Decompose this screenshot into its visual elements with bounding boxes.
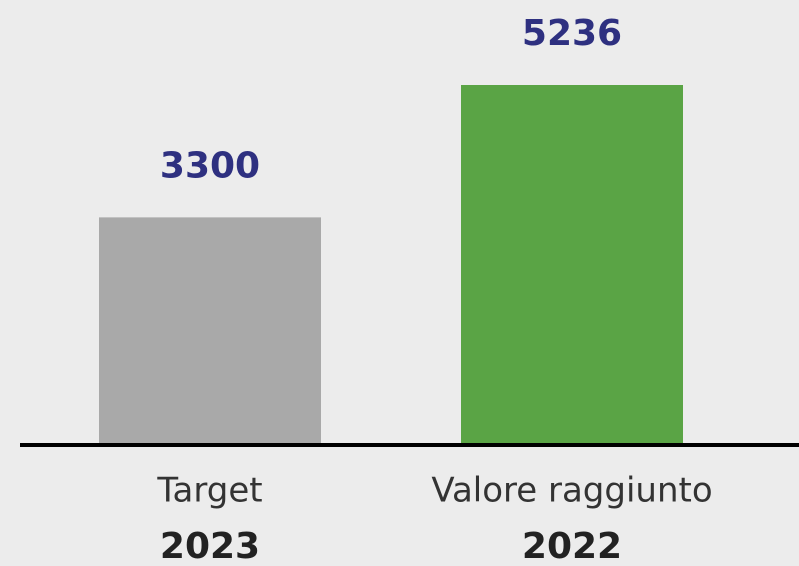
category-sublabel: 2023 [160,526,260,566]
category-label: Target [156,471,262,511]
bar [461,85,683,443]
bar [99,217,321,443]
category-sublabel: 2022 [522,526,622,566]
category-label: Valore raggiunto [431,471,712,511]
value-label: 5236 [522,13,622,54]
value-label: 3300 [160,145,260,186]
